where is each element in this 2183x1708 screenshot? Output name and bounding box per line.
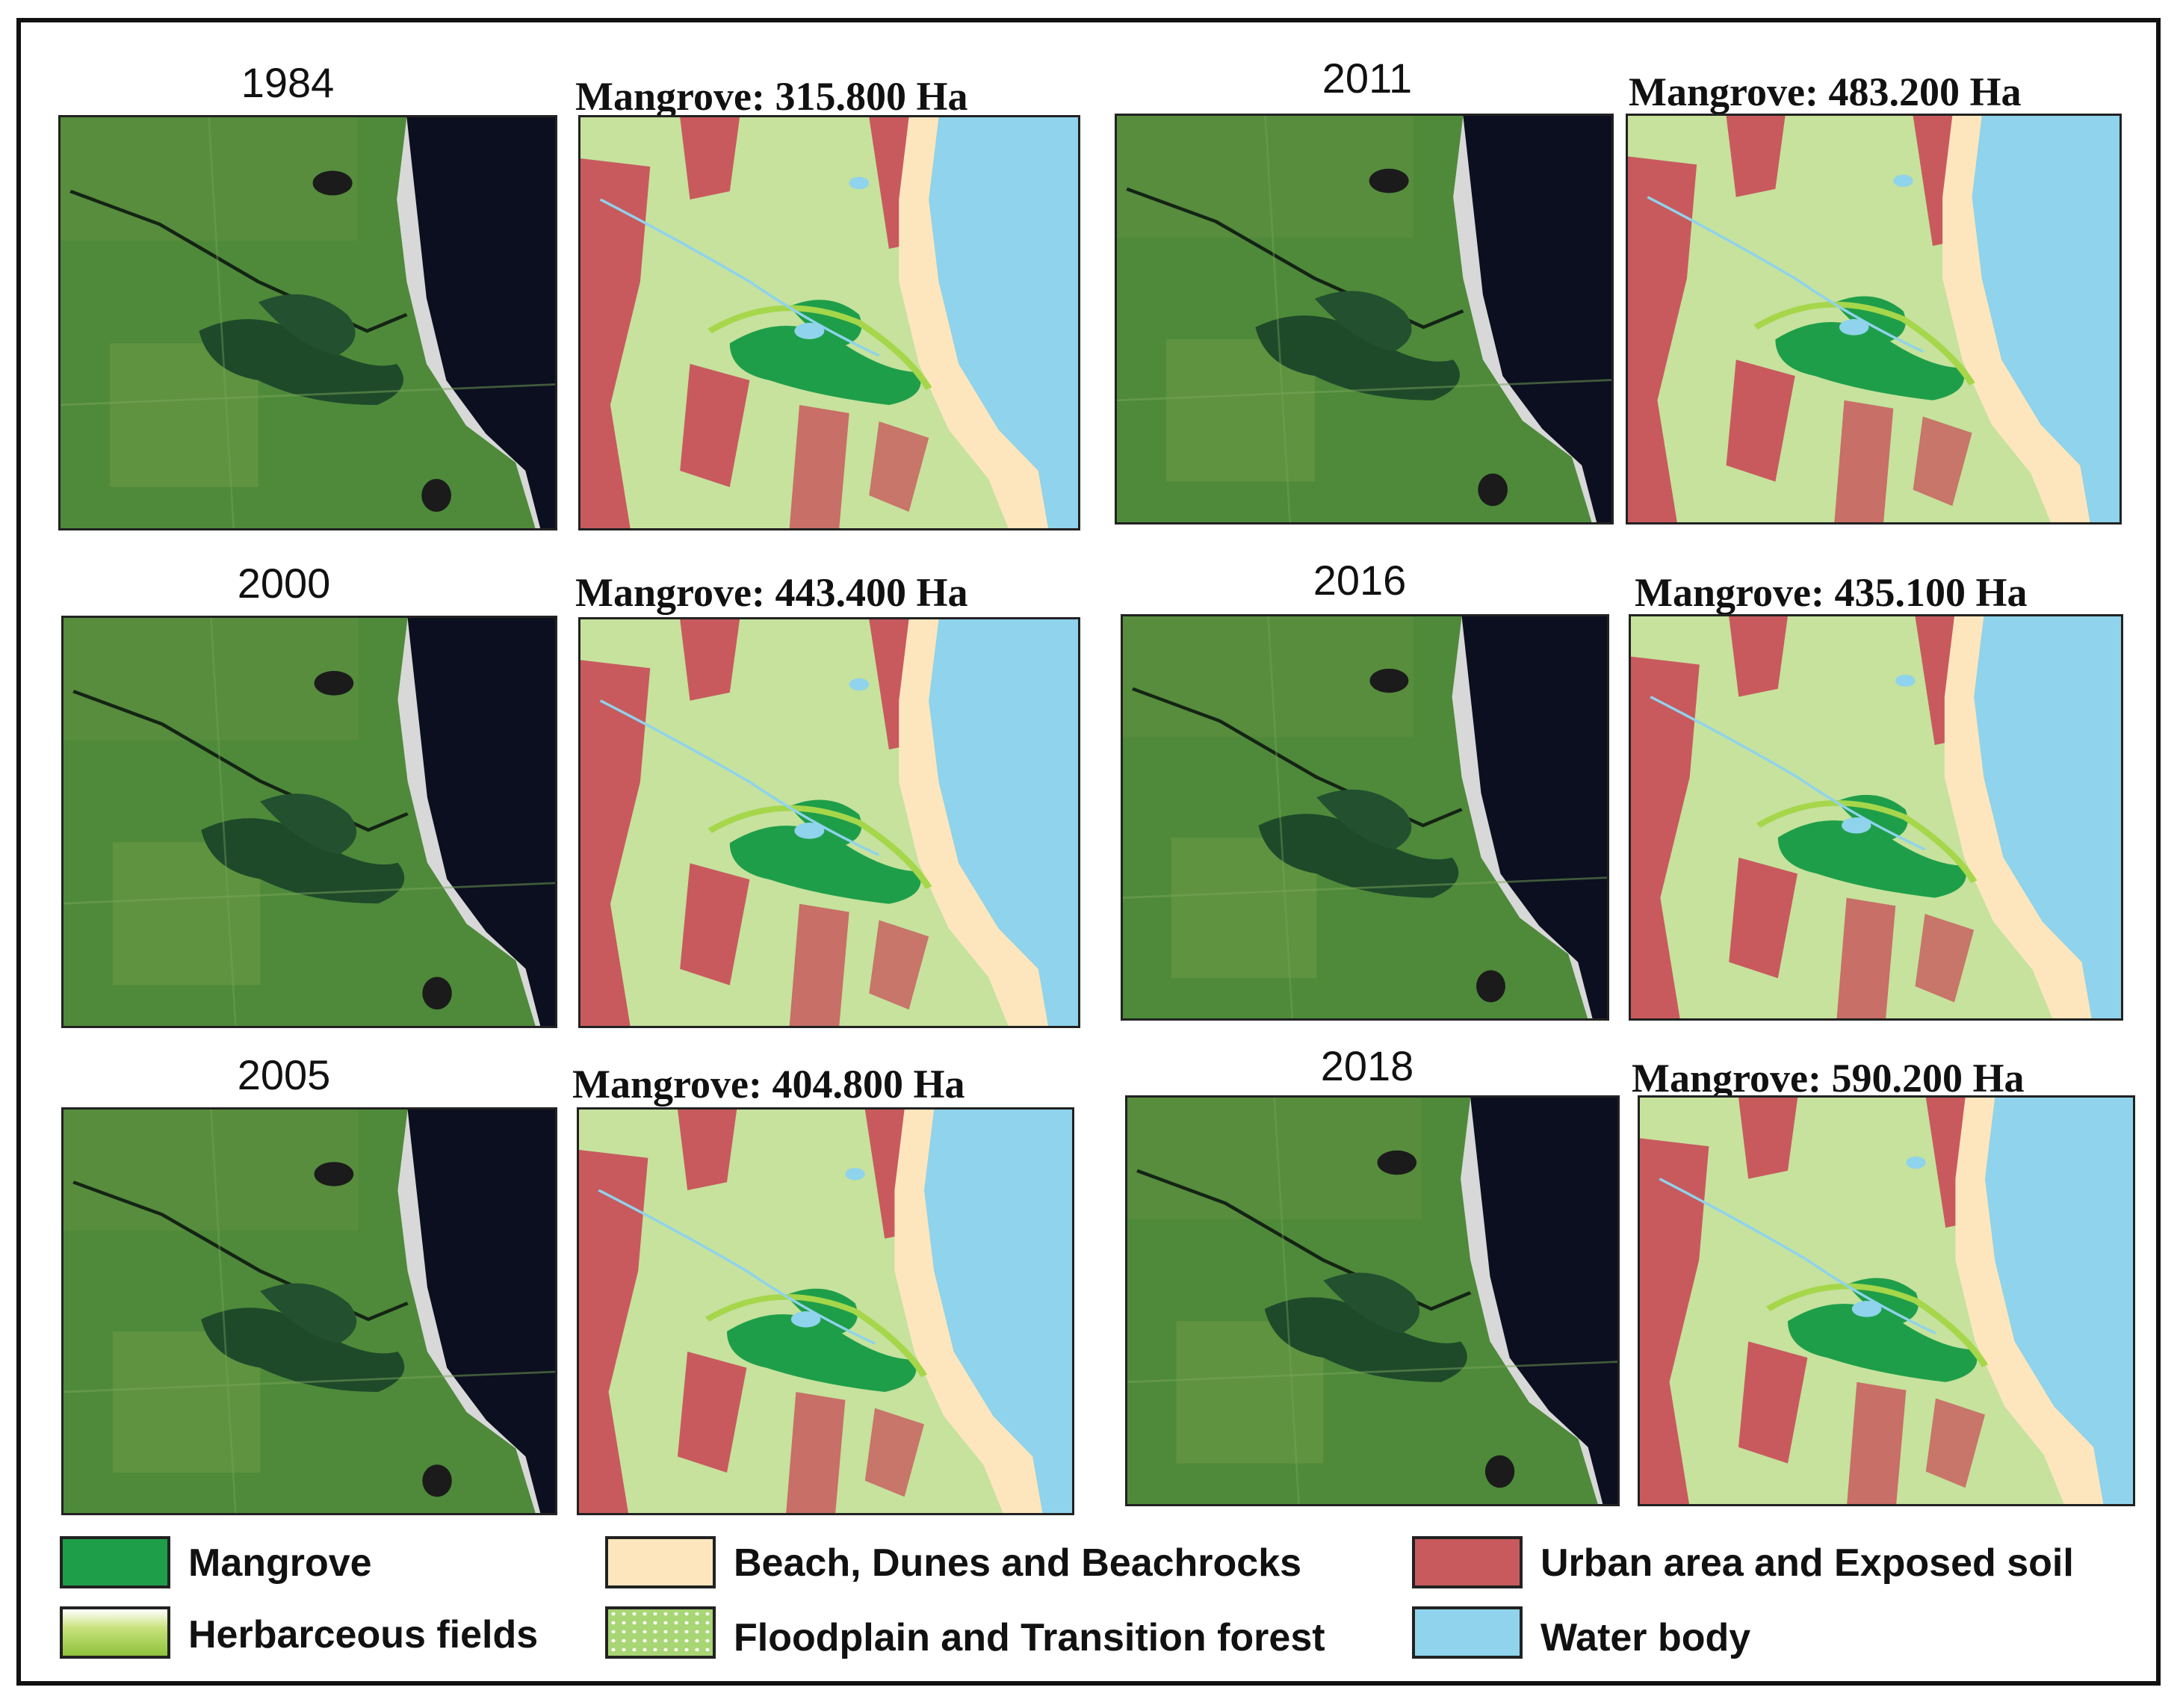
mangrove-area-label-1984: Mangrove: 315.800 Ha [575, 74, 968, 119]
classification-map-2005 [577, 1107, 1074, 1515]
year-label-2018: 2018 [1320, 1042, 1414, 1089]
legend-label-urban: Urban area and Exposed soil [1541, 1541, 2074, 1585]
legend-swatch-floodplain [605, 1606, 716, 1659]
year-label-2011: 2011 [1322, 55, 1413, 102]
classification-map-2018 [1638, 1095, 2135, 1506]
mangrove-area-label-2016: Mangrove: 435.100 Ha [1635, 570, 2028, 615]
legend-label-water: Water body [1541, 1616, 1751, 1659]
figure-frame [16, 18, 2161, 1686]
legend-label-mangrove: Mangrove [188, 1541, 372, 1585]
classification-map-2016 [1629, 614, 2123, 1021]
mangrove-area-label-2018: Mangrove: 590.200 Ha [1632, 1056, 2025, 1101]
classification-map-2000 [578, 617, 1080, 1028]
satellite-image-1984 [58, 115, 557, 530]
year-label-2016: 2016 [1313, 557, 1407, 604]
satellite-image-2016 [1121, 614, 1609, 1021]
classification-map-2011 [1626, 114, 2122, 525]
satellite-image-2018 [1125, 1095, 1620, 1506]
satellite-image-2011 [1115, 114, 1614, 525]
legend-swatch-urban [1412, 1536, 1523, 1588]
satellite-image-2005 [61, 1107, 557, 1515]
year-label-2005: 2005 [237, 1051, 331, 1098]
year-label-2000: 2000 [237, 560, 331, 607]
legend-swatch-mangrove [60, 1536, 170, 1588]
legend-label-floodplain: Floodplain and Transition forest [734, 1616, 1325, 1659]
legend-swatch-herbaceous [60, 1606, 170, 1659]
mangrove-area-label-2011: Mangrove: 483.200 Ha [1629, 69, 2022, 114]
legend-swatch-water [1412, 1606, 1523, 1659]
legend-label-herbaceous: Herbarceous fields [188, 1613, 539, 1656]
satellite-image-2000 [61, 616, 557, 1028]
mangrove-area-label-2005: Mangrove: 404.800 Ha [572, 1062, 965, 1107]
legend-label-beach: Beach, Dunes and Beachrocks [734, 1541, 1302, 1585]
mangrove-area-label-2000: Mangrove: 443.400 Ha [575, 570, 968, 615]
year-label-1984: 1984 [241, 59, 335, 106]
legend-swatch-beach [605, 1536, 716, 1588]
classification-map-1984 [578, 115, 1080, 530]
